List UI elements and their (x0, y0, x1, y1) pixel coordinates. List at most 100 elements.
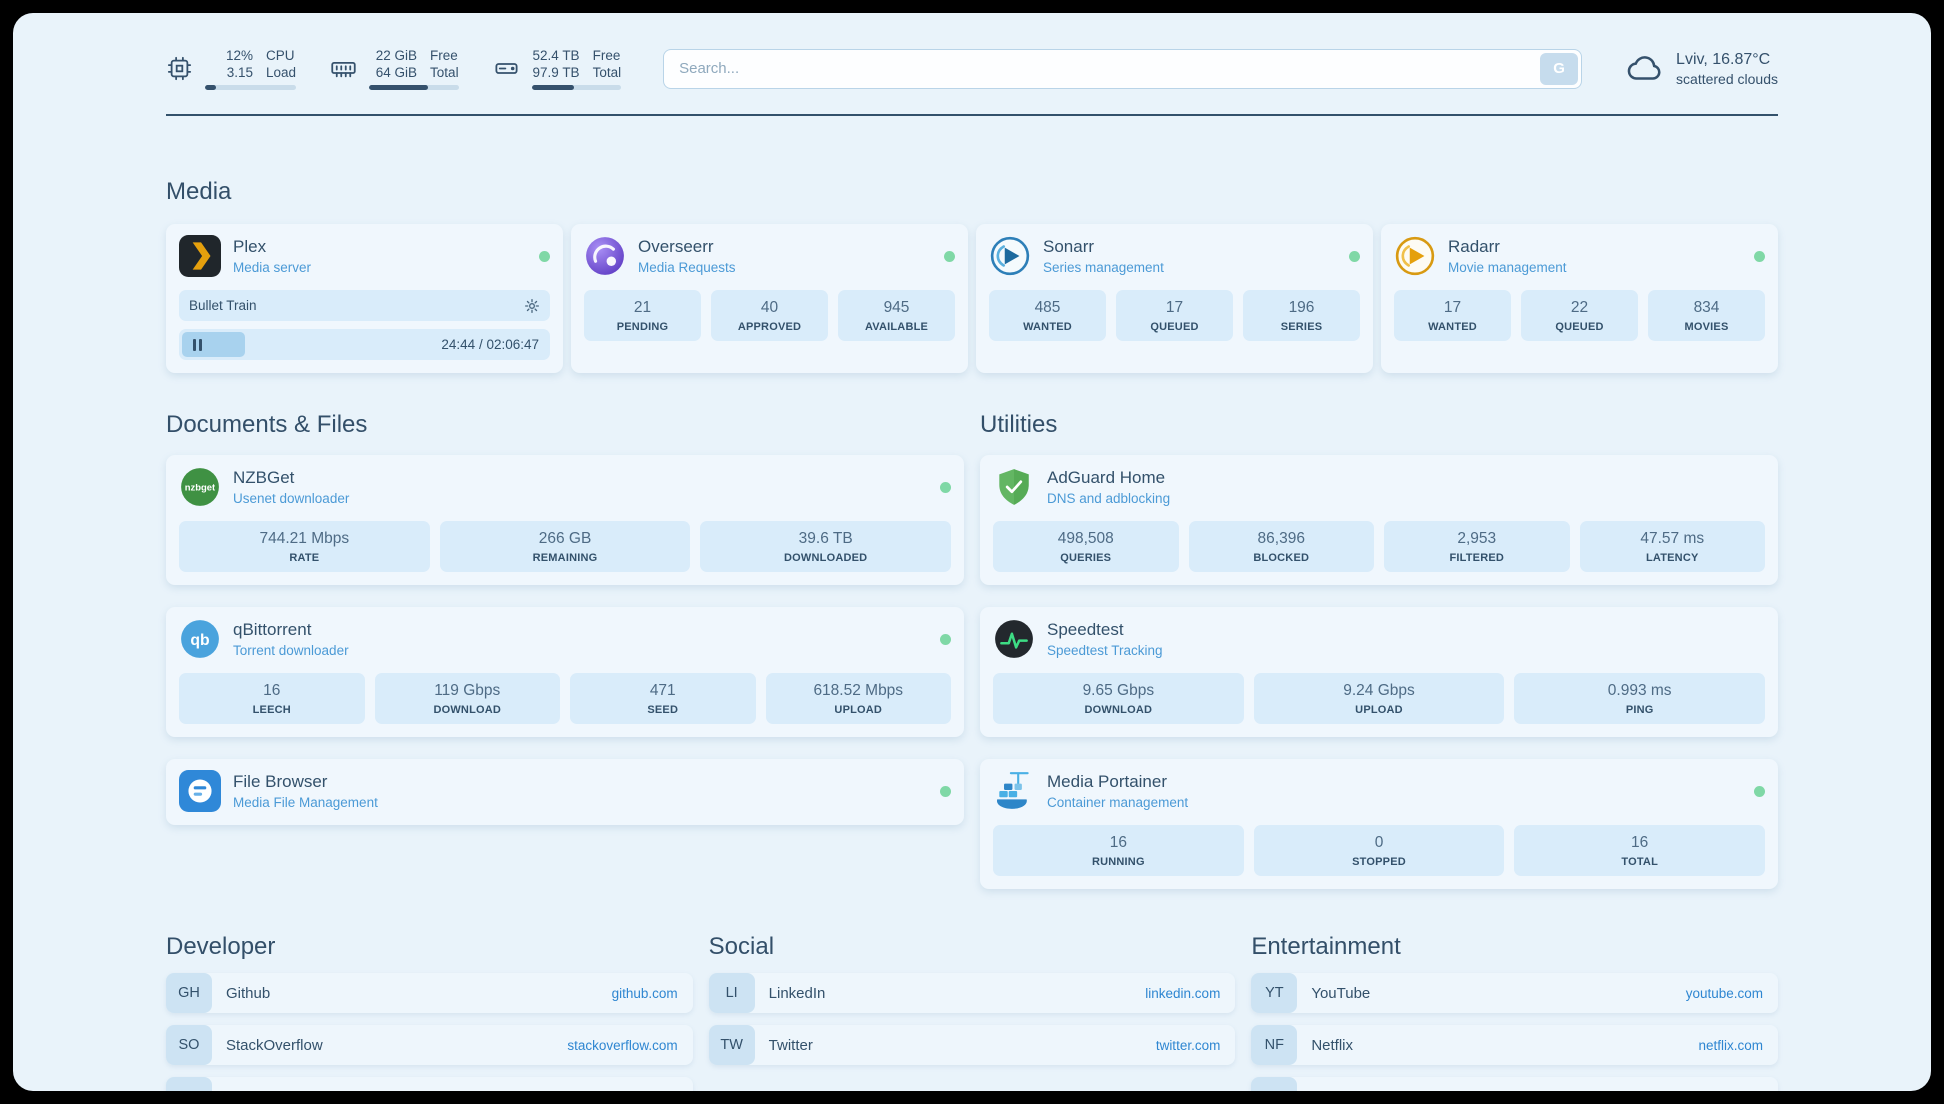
plex-icon (179, 235, 221, 277)
stat-queued: 22 QUEUED (1521, 290, 1638, 341)
stat-movies: 834 MOVIES (1648, 290, 1765, 341)
cpu-progress-track (205, 85, 297, 90)
bookmark-github[interactable]: GH Github github.com (166, 973, 693, 1013)
service-name: Media Portainer (1047, 772, 1168, 791)
bookmark-twitter[interactable]: TW Twitter twitter.com (708, 1025, 1236, 1065)
bookmark-name: Netflix (1311, 1036, 1354, 1054)
cpu-usage-label: CPU (266, 48, 295, 63)
bookmark-dev[interactable]: DT DEV dev.to (166, 1077, 693, 1091)
bookmark-url[interactable]: youtube.com (1685, 985, 1763, 1001)
status-dot (1349, 250, 1360, 262)
cloud-icon (1626, 50, 1664, 88)
gear-icon[interactable] (524, 298, 540, 314)
bookmark-url[interactable]: reddit.com (1700, 1090, 1763, 1092)
stat-stopped: 0 STOPPED (1253, 825, 1505, 876)
disk-free-label: Free (592, 48, 621, 63)
playback-time: 24:44 / 02:06:47 (441, 337, 539, 352)
stat-running: 16 RUNNING (993, 825, 1244, 876)
dashboard-content: 12% CPU 3.15 Load 22 GiB Free 64 GiB Total (166, 13, 1778, 1091)
service-name: Sonarr (1043, 237, 1095, 256)
bookmark-stackoverflow[interactable]: SO StackOverflow stackoverflow.com (166, 1025, 693, 1065)
cpu-progress-fill (205, 85, 216, 90)
portainer-icon (993, 770, 1035, 812)
now-playing-row: Bullet Train (179, 290, 550, 321)
stat-series: 196 SERIES (1243, 290, 1360, 341)
cpu-load-value: 3.15 (226, 65, 253, 80)
bookmark-netflix[interactable]: NF Netflix netflix.com (1251, 1025, 1778, 1065)
sonarr-icon (989, 235, 1031, 277)
stat-upload: 9.24 Gbps UPLOAD (1253, 673, 1505, 724)
bookmark-name: DEV (226, 1089, 257, 1092)
service-name: Overseerr (638, 237, 714, 256)
status-dot (1754, 785, 1765, 797)
service-name: NZBGet (233, 468, 295, 487)
search-provider-button[interactable]: G (1540, 52, 1579, 85)
status-dot (940, 785, 951, 797)
svg-text:nzbget: nzbget (185, 483, 216, 494)
stat-leech: 16 LEECH (179, 673, 365, 724)
bookmark-url[interactable]: twitter.com (1155, 1037, 1221, 1053)
service-description: Torrent downloader (233, 643, 349, 658)
ram-free-label: Free (430, 48, 458, 63)
playback-progress-fill[interactable] (182, 332, 246, 357)
stat-seed: 471 SEED (570, 673, 756, 724)
stat-queued: 17 QUEUED (1116, 290, 1233, 341)
bookmark-abbr: YT (1251, 973, 1298, 1013)
status-dot (940, 633, 951, 645)
search-bar: G (663, 48, 1583, 89)
service-description: Usenet downloader (233, 491, 350, 506)
service-description: Speedtest Tracking (1047, 643, 1163, 658)
stat-ping: 0.993 ms PING (1514, 673, 1766, 724)
media-section-title: Media (166, 178, 232, 205)
bookmark-youtube[interactable]: YT YouTube youtube.com (1251, 973, 1778, 1013)
bookmark-url[interactable]: linkedin.com (1145, 985, 1221, 1001)
service-card-portainer[interactable]: Media Portainer Container management 16 R… (980, 759, 1778, 889)
bookmark-linkedin[interactable]: LI LinkedIn linkedin.com (708, 973, 1236, 1013)
bookmark-abbr: NF (1251, 1025, 1298, 1065)
ram-progress-track (369, 85, 459, 90)
pause-icon (193, 338, 196, 351)
bookmark-url[interactable]: stackoverflow.com (567, 1037, 678, 1053)
service-card-nzbget[interactable]: nzbget NZBGet Usenet downloader 744.21 M… (166, 455, 964, 585)
service-card-overseerr[interactable]: Overseerr Media Requests 21 PENDING 40 APP… (571, 224, 968, 373)
stat-filtered: 2,953 FILTERED (1384, 521, 1570, 572)
disk-widget: 52.4 TB Free 97.9 TB Total (493, 47, 622, 90)
service-description: Media File Management (233, 795, 378, 810)
stat-wanted: 17 WANTED (1394, 290, 1511, 341)
stat-download: 9.65 Gbps DOWNLOAD (993, 673, 1244, 724)
service-card-plex[interactable]: Plex Media server Bullet Train (166, 224, 563, 373)
bookmark-abbr: DT (166, 1077, 212, 1091)
stat-approved: 40 APPROVED (711, 290, 828, 341)
service-card-filebrowser[interactable]: File Browser Media File Management (166, 759, 964, 825)
service-card-speedtest[interactable]: Speedtest Speedtest Tracking 9.65 Gbps DO… (980, 607, 1778, 737)
service-description: Media server (233, 260, 312, 275)
stat-rate: 744.21 Mbps RATE (179, 521, 430, 572)
bookmark-url[interactable]: netflix.com (1698, 1037, 1763, 1053)
service-name: File Browser (233, 772, 328, 791)
service-description: Series management (1043, 260, 1164, 275)
bookmark-group-developer: Developer GH Github github.com SO StackO… (166, 933, 693, 1091)
cpu-load-label: Load (266, 65, 297, 80)
bookmark-reddit[interactable]: RE Reddit reddit.com (1251, 1077, 1778, 1091)
bookmark-abbr: GH (166, 973, 212, 1013)
bookmark-name: StackOverflow (226, 1036, 323, 1054)
ram-total-value: 64 GiB (375, 65, 418, 80)
stat-blocked: 86,396 BLOCKED (1188, 521, 1374, 572)
bookmark-url[interactable]: github.com (611, 985, 678, 1001)
search-input[interactable] (667, 60, 1541, 77)
utilities-section-title: Utilities (980, 411, 1058, 438)
service-card-qbittorrent[interactable]: qb qBittorrent Torrent downloader 16 LEEC… (166, 607, 964, 737)
filebrowser-icon (179, 770, 221, 812)
bookmark-url[interactable]: dev.to (642, 1090, 678, 1092)
service-card-radarr[interactable]: Radarr Movie management 17 WANTED 22 QUEUE… (1381, 224, 1778, 373)
bookmark-abbr: LI (708, 973, 755, 1013)
disk-progress-fill (531, 85, 574, 90)
service-card-sonarr[interactable]: Sonarr Series management 485 WANTED 17 QUE… (976, 224, 1373, 373)
speedtest-icon (993, 618, 1035, 660)
documents-section-title: Documents & Files (166, 411, 368, 438)
service-card-adguard[interactable]: AdGuard Home DNS and adblocking 498,508 Q… (980, 455, 1778, 585)
top-bar: 12% CPU 3.15 Load 22 GiB Free 64 GiB Total (166, 47, 1778, 90)
now-playing-title: Bullet Train (189, 298, 257, 313)
service-name: Plex (233, 237, 267, 256)
entertainment-group-title: Entertainment (1251, 933, 1401, 960)
